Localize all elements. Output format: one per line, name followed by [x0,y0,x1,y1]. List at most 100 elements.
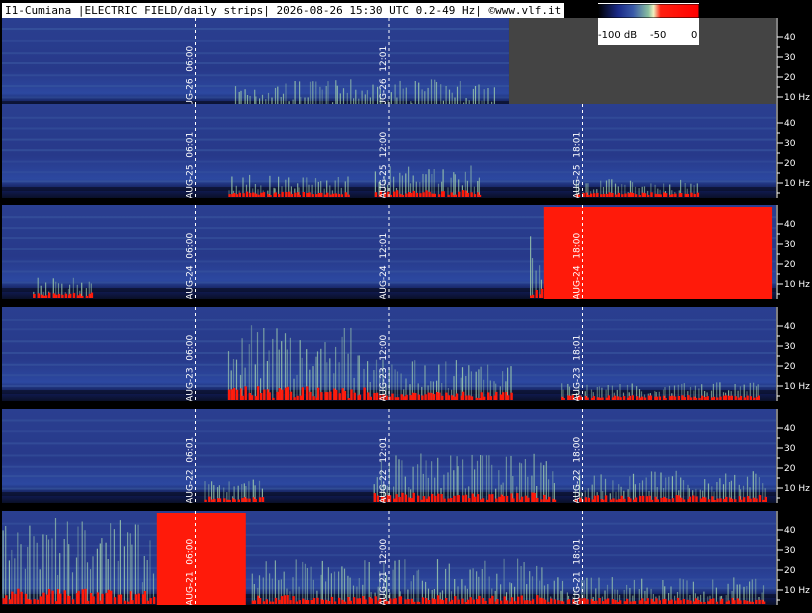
emission-spike [647,190,649,197]
saturation-floor [567,395,570,400]
saturation-floor [590,193,593,197]
saturation-floor [536,497,539,502]
emission-spike [456,86,459,111]
emission-spike [306,177,308,197]
emission-spike [422,173,424,197]
emission-spike [611,179,613,197]
emission-spike [319,86,321,111]
saturation-floor [627,193,630,197]
saturation-floor [510,493,513,502]
emission-spike [752,471,754,502]
frequency-axis-panel [776,409,812,506]
saturation-floor [211,499,214,502]
saturation-floor [758,599,761,604]
saturation-floor [664,398,667,400]
emission-spike [2,530,4,604]
emission-spike [289,591,291,604]
emission-spike [477,181,479,197]
emission-spike [137,524,139,604]
emission-spike [421,89,423,111]
saturation-floor [149,598,152,604]
emission-spike [598,577,600,604]
saturation-floor [697,600,700,604]
saturation-floor [92,596,95,604]
emission-spike [325,581,327,604]
spectral-band [2,52,509,55]
emission-spike [616,589,619,604]
saturation-floor [235,194,239,197]
emission-spike [261,488,263,502]
emission-spike [606,584,609,604]
emission-spike [710,390,713,400]
emission-spike [639,483,641,502]
emission-spike [679,578,681,604]
emission-spike [245,184,248,197]
saturation-floor [626,598,629,604]
saturation-floor [217,498,220,502]
time-marker-date: AUG-26 [379,78,389,113]
saturation-floor [739,395,743,400]
frequency-tick-label: 10 Hz [784,484,810,494]
emission-spike [660,472,662,502]
saturation-floor [595,600,598,604]
saturation-floor [510,597,514,604]
emission-spike [619,594,621,604]
saturation-floor [86,600,90,604]
emission-spike [657,188,659,197]
saturation-floor [530,295,533,298]
saturation-floor [431,598,434,604]
saturation-floor [725,601,728,604]
saturation-floor [315,397,318,400]
emission-spike [491,464,493,502]
emission-spike [577,183,580,197]
saturation-floor [461,598,464,604]
emission-spike [309,81,312,111]
emission-spike [431,589,433,604]
emission-spike [141,582,144,604]
emission-spike [500,584,502,604]
saturation-floor [445,598,448,604]
frequency-tick-label: 20 [784,73,796,83]
emission-spike [646,587,648,604]
frequency-tick-label: 40 [784,119,796,129]
emission-spike [297,183,299,197]
emission-spike [40,285,42,298]
saturation-floor [712,396,716,400]
saturation-floor [358,598,362,604]
saturation-floor [464,602,467,604]
emission-spike [405,173,407,197]
emission-spike [347,176,349,197]
saturation-floor [707,499,711,502]
emission-spike [539,265,541,298]
saturation-floor [609,499,613,502]
emission-spike [664,586,666,604]
saturation-floor [480,392,483,400]
emission-spike [51,538,53,604]
emission-spike [356,586,358,604]
saturation-floor [687,395,690,400]
emission-spike [258,480,261,502]
emission-spike [454,579,456,604]
emission-spike [557,577,559,604]
emission-spike [595,588,597,604]
emission-spike [414,360,416,400]
saturation-floor [613,395,617,400]
saturation-floor [134,594,138,604]
emission-spike [680,179,682,197]
emission-spike [439,592,441,604]
saturation-floor [377,600,380,604]
saturation-floor [668,600,671,604]
saturation-floor [491,595,494,604]
saturation-floor [612,498,615,502]
saturation-floor [422,496,426,502]
saturation-floor [541,598,544,604]
saturation-floor [468,395,471,400]
saturation-floor [99,600,103,604]
saturation-floor [278,193,281,197]
saturation-floor [40,294,43,298]
saturation-floor [494,601,497,604]
emission-spike [393,486,395,502]
emission-spike [500,484,502,502]
frequency-tick-label: 20 [784,464,796,474]
emission-spike [418,82,420,111]
